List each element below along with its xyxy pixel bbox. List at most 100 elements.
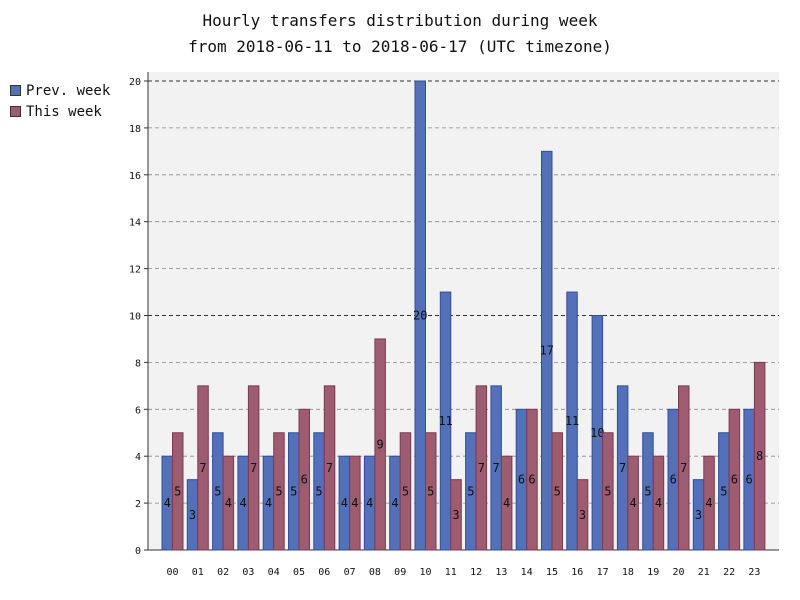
- bar-prev-week: [541, 150, 553, 551]
- data-label-this-week: 4: [503, 496, 510, 510]
- y-tick-label: 16: [129, 171, 141, 182]
- data-label-prev-week: 5: [214, 484, 221, 498]
- y-tick-label: 20: [129, 77, 141, 88]
- bar-this-week: [298, 408, 310, 551]
- chart-legend: Prev. week This week: [10, 80, 110, 122]
- data-label-this-week: 4: [351, 496, 358, 510]
- bar-this-week: [728, 408, 741, 551]
- data-label-this-week: 4: [225, 496, 232, 510]
- x-tick-label: 19: [647, 567, 659, 578]
- x-tick-label: 07: [344, 567, 356, 578]
- data-label-this-week: 4: [655, 496, 662, 510]
- data-label-prev-week: 5: [290, 484, 297, 498]
- x-tick-label: 17: [597, 567, 609, 578]
- data-label-this-week: 5: [604, 484, 611, 498]
- bar-this-week: [222, 455, 235, 551]
- data-label-prev-week: 4: [366, 496, 373, 510]
- bar-this-week: [526, 408, 538, 551]
- data-label-this-week: 5: [402, 484, 409, 498]
- bar-this-week: [425, 432, 437, 551]
- bar-this-week: [602, 432, 614, 551]
- y-tick-label: 2: [135, 499, 141, 510]
- data-label-this-week: 9: [377, 437, 384, 451]
- y-tick-label: 6: [135, 405, 141, 416]
- x-tick-label: 06: [318, 567, 330, 578]
- x-tick-label: 13: [495, 567, 507, 578]
- bar-this-week: [703, 455, 715, 551]
- bar-this-week: [500, 455, 513, 551]
- y-tick-label: 18: [129, 124, 141, 135]
- x-tick-label: 23: [748, 567, 760, 578]
- data-label-this-week: 3: [452, 508, 459, 522]
- x-tick-label: 16: [571, 567, 583, 578]
- legend-label-this-week: This week: [26, 103, 102, 120]
- data-label-prev-week: 6: [670, 473, 677, 487]
- data-label-prev-week: 7: [619, 461, 626, 475]
- y-tick-label: 8: [135, 358, 141, 369]
- bar-this-week: [247, 385, 260, 551]
- y-tick-label: 10: [129, 312, 141, 323]
- data-label-prev-week: 10: [590, 426, 604, 440]
- data-label-this-week: 7: [326, 461, 333, 475]
- data-label-prev-week: 6: [518, 473, 525, 487]
- legend-item-this-week[interactable]: This week: [10, 101, 110, 122]
- x-tick-label: 18: [622, 567, 634, 578]
- chart-title-line2: from 2018-06-11 to 2018-06-17 (UTC timez…: [188, 37, 612, 56]
- data-label-this-week: 8: [756, 449, 763, 463]
- data-label-prev-week: 4: [240, 496, 247, 510]
- data-label-prev-week: 4: [265, 496, 272, 510]
- x-tick-label: 04: [268, 567, 280, 578]
- y-tick-label: 0: [135, 546, 141, 557]
- data-label-prev-week: 3: [189, 508, 196, 522]
- bar-this-week: [399, 432, 412, 551]
- x-tick-label: 11: [445, 567, 457, 578]
- data-label-prev-week: 4: [391, 496, 398, 510]
- bar-this-week: [197, 385, 209, 551]
- bar-this-week: [349, 455, 361, 551]
- x-tick-label: 12: [470, 567, 482, 578]
- data-label-prev-week: 7: [493, 461, 500, 475]
- data-label-prev-week: 5: [315, 484, 322, 498]
- x-tick-label: 00: [166, 567, 178, 578]
- bar-this-week: [374, 338, 386, 551]
- bar-this-week: [172, 432, 184, 551]
- x-tick-label: 22: [723, 567, 735, 578]
- data-label-this-week: 5: [174, 484, 181, 498]
- x-tick-label: 21: [698, 567, 710, 578]
- x-tick-label: 09: [394, 567, 406, 578]
- data-label-prev-week: 11: [565, 414, 579, 428]
- bar-this-week: [323, 385, 336, 551]
- bar-this-week: [273, 432, 285, 551]
- data-label-prev-week: 17: [540, 344, 554, 358]
- x-tick-label: 14: [521, 567, 533, 578]
- legend-swatch-prev-week: [10, 85, 21, 96]
- bar-prev-week: [439, 291, 452, 551]
- legend-item-prev-week[interactable]: Prev. week: [10, 80, 110, 101]
- legend-swatch-this-week: [10, 106, 21, 117]
- x-tick-label: 05: [293, 567, 305, 578]
- x-tick-label: 10: [419, 567, 431, 578]
- x-tick-label: 15: [546, 567, 558, 578]
- data-label-this-week: 3: [579, 508, 586, 522]
- y-tick-label: 4: [135, 452, 141, 463]
- y-tick-label: 12: [129, 265, 141, 276]
- data-label-prev-week: 20: [413, 309, 427, 323]
- data-label-this-week: 5: [554, 484, 561, 498]
- bar-prev-week: [414, 80, 426, 551]
- x-tick-label: 02: [217, 567, 229, 578]
- data-label-this-week: 6: [301, 473, 308, 487]
- data-label-prev-week: 5: [720, 484, 727, 498]
- x-tick-label: 08: [369, 567, 381, 578]
- data-label-prev-week: 5: [467, 484, 474, 498]
- bar-this-week: [450, 479, 462, 551]
- bar-this-week: [753, 361, 766, 551]
- bar-this-week: [576, 479, 589, 551]
- data-label-this-week: 6: [731, 473, 738, 487]
- data-label-this-week: 7: [680, 461, 687, 475]
- data-label-prev-week: 5: [644, 484, 651, 498]
- legend-label-prev-week: Prev. week: [26, 82, 111, 99]
- bar-this-week: [652, 455, 665, 551]
- data-label-prev-week: 6: [746, 473, 753, 487]
- chart-title-line1: Hourly transfers distribution during wee…: [202, 11, 598, 30]
